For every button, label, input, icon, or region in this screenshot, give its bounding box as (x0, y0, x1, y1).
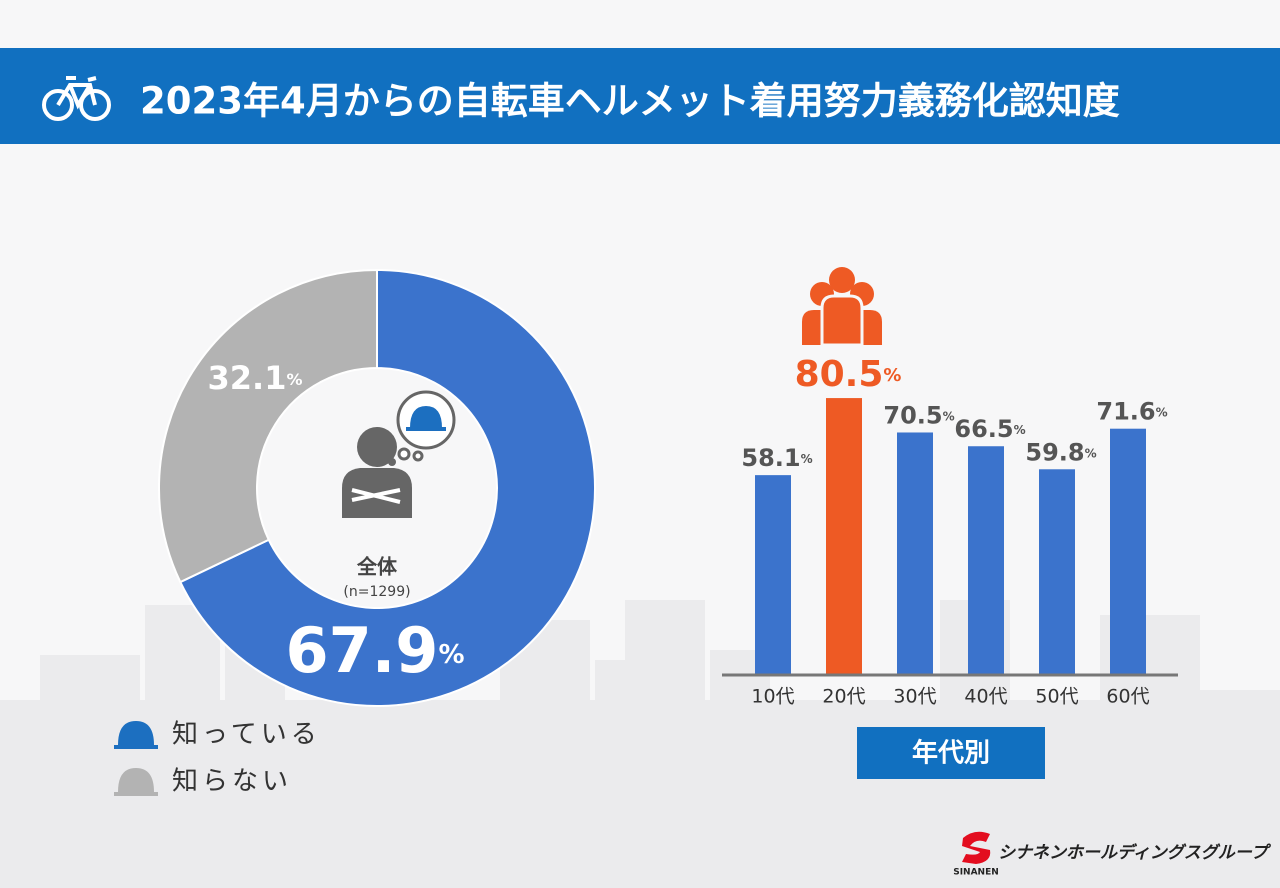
center-label: 全体 (356, 555, 398, 579)
data-label: 80.5% (795, 354, 902, 395)
bar-chart: 58.1% 10代 80.5% 20代 70.5% 30代 66.5% 40代 59.8% 50代… (722, 354, 1178, 708)
x-tick-label: 50代 (1035, 686, 1078, 708)
data-label: 67.9% (285, 614, 464, 687)
bar (968, 446, 1004, 675)
data-label: 70.5% (883, 401, 954, 429)
donut-slice (178, 268, 596, 707)
thinking-person-icon (342, 390, 456, 518)
legend-label: 知らない (172, 767, 292, 797)
data-label: 66.5% (954, 415, 1025, 443)
logo-mark-text: SINANEN (953, 868, 999, 878)
header-band (0, 48, 1280, 144)
group-icon (802, 267, 882, 347)
logo-name: シナネンホールディングスグループ (998, 843, 1272, 863)
x-tick-label: 40代 (964, 686, 1007, 708)
data-label: 58.1% (741, 444, 812, 472)
bar (755, 475, 791, 675)
data-label: 32.1% (208, 359, 303, 397)
page-title: 2023年4月からの自転車ヘルメット着用努力義務化認知度 (140, 80, 1120, 123)
legend-label: 知っている (172, 720, 321, 750)
legend-helmet (114, 768, 158, 796)
logo-mark (962, 831, 991, 864)
bike-icon (42, 76, 111, 121)
data-label: 59.8% (1025, 438, 1096, 466)
bar (897, 432, 933, 675)
x-tick-label: 30代 (893, 686, 936, 708)
x-tick-label: 20代 (822, 686, 865, 708)
x-axis-label: 年代別 (912, 738, 990, 769)
data-label: 71.6% (1096, 398, 1167, 426)
bar (1039, 469, 1075, 675)
x-tick-label: 60代 (1106, 686, 1149, 708)
xlabel-box (857, 727, 1045, 779)
donut-slice (158, 268, 378, 584)
x-tick-label: 10代 (751, 686, 794, 708)
bar (1110, 428, 1146, 675)
donut-chart: 67.9% 知っている 32.1% 知らない (114, 268, 596, 797)
legend-helmet (114, 721, 158, 749)
center-note: (n=1299) (343, 584, 410, 600)
bar (826, 398, 862, 675)
